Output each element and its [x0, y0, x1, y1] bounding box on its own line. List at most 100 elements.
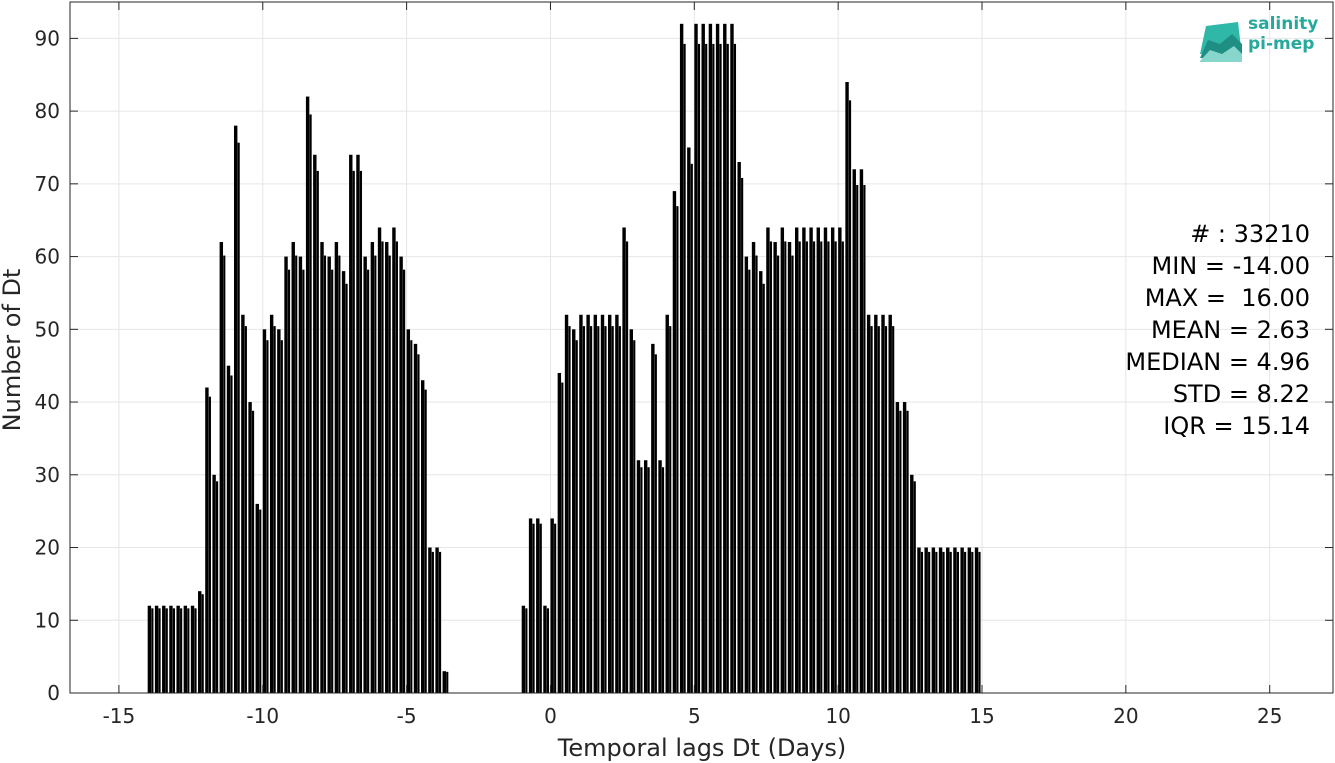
- histogram-bar: [870, 326, 873, 693]
- histogram-bar: [438, 551, 442, 693]
- histogram-bar: [277, 329, 281, 693]
- histogram-bar: [625, 241, 629, 693]
- histogram-bar: [759, 271, 763, 693]
- histogram-bar: [784, 241, 787, 693]
- histogram-bar: [795, 227, 799, 694]
- histogram-bar: [280, 340, 283, 693]
- bars-group: [147, 23, 981, 694]
- histogram-bar: [701, 23, 705, 694]
- histogram-bar: [568, 326, 571, 693]
- histogram-bar: [561, 382, 564, 693]
- histogram-bar: [327, 256, 331, 693]
- histogram-bar: [669, 326, 672, 693]
- histogram-bar: [539, 523, 542, 693]
- histogram-bar: [863, 185, 866, 693]
- x-tick-label: 20: [1113, 704, 1138, 728]
- histogram-bar: [899, 410, 902, 693]
- histogram-bar: [679, 23, 684, 694]
- histogram-bar: [924, 547, 928, 693]
- histogram-bar: [737, 162, 741, 693]
- histogram-bar: [834, 241, 837, 693]
- histogram-bar: [935, 551, 938, 693]
- histogram-bar: [906, 410, 909, 693]
- histogram-bar: [385, 242, 389, 693]
- histogram-bar: [629, 329, 633, 693]
- histogram-bar: [259, 509, 262, 693]
- histogram-bar: [708, 23, 713, 694]
- histogram-bar: [248, 402, 252, 693]
- x-tick-label: -10: [246, 704, 279, 728]
- histogram-bar: [546, 608, 550, 693]
- x-tick-label: 10: [825, 704, 850, 728]
- y-tick-label: 80: [35, 99, 60, 123]
- y-tick-label: 20: [35, 536, 60, 560]
- histogram-bar: [723, 23, 727, 694]
- x-tick-label: -5: [397, 704, 417, 728]
- histogram-bar: [633, 340, 636, 693]
- histogram-bar: [874, 314, 878, 693]
- histogram-bar: [428, 547, 432, 693]
- histogram-bar: [187, 608, 190, 693]
- histogram-bar: [413, 343, 418, 693]
- histogram-bar: [374, 255, 377, 693]
- histogram-bar: [356, 154, 360, 693]
- histogram-bar: [902, 402, 907, 693]
- histogram-bar: [183, 605, 188, 693]
- histogram-bar: [780, 227, 785, 694]
- histogram-bar: [331, 269, 334, 693]
- histogram-bar: [694, 23, 698, 694]
- histogram-bar: [158, 608, 161, 693]
- y-tick-label: 90: [35, 26, 60, 50]
- histogram-bar: [820, 241, 823, 693]
- histogram-bar: [237, 142, 240, 694]
- histogram-bar: [323, 255, 327, 693]
- histogram-bar: [435, 547, 439, 693]
- histogram-bar: [812, 241, 816, 693]
- histogram-bar: [352, 170, 355, 693]
- plot-frame: [69, 1, 1334, 694]
- histogram-bar: [266, 340, 269, 693]
- histogram-bar: [672, 191, 677, 693]
- x-tick-label: -15: [103, 704, 136, 728]
- histogram-bar: [690, 163, 693, 693]
- histogram-bar: [582, 326, 585, 693]
- histogram-bar: [338, 255, 341, 693]
- histogram-bar: [618, 326, 621, 693]
- histogram-bar: [147, 605, 152, 693]
- histogram-bar: [643, 460, 648, 693]
- histogram-bar: [381, 241, 384, 693]
- histogram-bar: [528, 518, 533, 693]
- histogram-bar: [719, 43, 722, 693]
- histogram-bar: [705, 43, 708, 693]
- histogram-bar: [683, 43, 686, 693]
- histogram-bar: [442, 671, 446, 693]
- histogram-bar: [309, 114, 312, 693]
- histogram-bar: [917, 547, 921, 693]
- histogram-bar: [687, 147, 691, 693]
- histogram-bar: [805, 241, 808, 693]
- histogram-bar: [859, 169, 864, 693]
- stat-min: MIN = -14.00: [1151, 252, 1310, 280]
- histogram-bar: [554, 523, 557, 693]
- histogram-bar: [888, 314, 892, 693]
- stat-std: STD = 8.22: [1172, 380, 1310, 408]
- x-tick-label: 15: [969, 704, 994, 728]
- histogram-bar: [960, 547, 964, 693]
- y-tick-label: 40: [35, 390, 60, 414]
- histogram-bar: [838, 227, 842, 694]
- histogram-bar: [399, 256, 403, 693]
- histogram-bar: [938, 547, 943, 693]
- histogram-bar: [536, 518, 540, 693]
- histogram-bar: [964, 551, 967, 693]
- histogram-bar: [525, 608, 528, 693]
- histogram-bar: [769, 241, 772, 693]
- histogram-bar: [395, 241, 398, 693]
- histogram-bar: [676, 206, 679, 694]
- histogram-bar: [974, 547, 979, 693]
- histogram-bar: [715, 23, 720, 694]
- histogram-bar: [751, 242, 756, 693]
- histogram-bar: [730, 23, 734, 694]
- histogram-bar: [809, 227, 813, 694]
- histogram-bar: [367, 269, 370, 693]
